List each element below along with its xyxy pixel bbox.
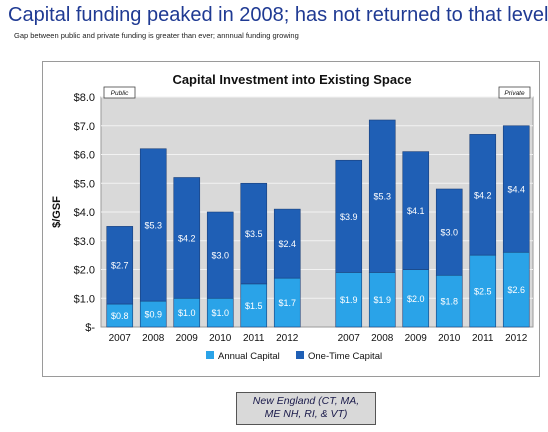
chart-title: Capital Investment into Existing Space [172, 72, 411, 87]
bar-value-label: $5.3 [144, 220, 162, 230]
group-label-box [498, 86, 531, 99]
one-time-capital-bar [206, 211, 234, 299]
y-tick-label: $3.0 [74, 236, 95, 248]
bar-value-label: $3.5 [245, 229, 263, 239]
slide-subtitle: Gap between public and private funding i… [14, 31, 299, 40]
bar-value-label: $3.9 [340, 212, 358, 222]
bar-value-label: $2.5 [474, 287, 492, 297]
bar-value-label: $2.4 [278, 239, 296, 249]
group-label-box [103, 86, 136, 99]
bar-value-label: $4.2 [178, 233, 196, 243]
x-tick-label: 2012 [276, 333, 299, 344]
bar-value-label: $2.6 [507, 285, 525, 295]
capital-investment-chart: Capital Investment into Existing Space $… [51, 72, 534, 362]
one-time-capital-bar [368, 119, 396, 273]
group-label: Private [504, 90, 525, 97]
group-label: Public [111, 90, 129, 97]
legend-label-annual: Annual Capital [218, 351, 280, 362]
bar-value-label: $5.3 [373, 192, 391, 202]
footnote-line-1: New England (CT, MA, [252, 395, 360, 407]
one-time-capital-bar [106, 226, 134, 305]
annual-capital-bar [240, 283, 268, 328]
x-tick-label: 2011 [472, 333, 494, 344]
x-tick-label: 2007 [109, 333, 132, 344]
region-footnote: New England (CT, MA, ME NH, RI, & VT) [236, 392, 376, 425]
y-tick-label: $2.0 [74, 265, 95, 277]
one-time-capital-bar [273, 208, 301, 279]
annual-capital-bar [139, 300, 167, 328]
annual-capital-bar [206, 297, 234, 328]
annual-capital-bar [469, 254, 497, 328]
one-time-capital-bar [240, 182, 268, 285]
bar-value-label: $4.1 [407, 206, 425, 216]
x-tick-label: 2007 [338, 333, 361, 344]
x-tick-label: 2008 [371, 333, 394, 344]
y-tick-label: $4.0 [74, 207, 95, 219]
annual-capital-bar [173, 297, 201, 328]
annual-capital-bar [435, 274, 463, 328]
y-tick-label: $1.0 [74, 293, 95, 305]
y-tick-label: $6.0 [74, 150, 95, 162]
bar-value-label: $3.0 [440, 228, 458, 238]
one-time-capital-bar [435, 188, 463, 276]
bar-value-label: $3.0 [211, 251, 229, 261]
bar-value-label: $1.0 [178, 308, 196, 318]
legend-swatch-one-time [296, 351, 304, 359]
bar-value-label: $1.0 [211, 308, 229, 318]
y-axis-label: $/GSF [51, 196, 63, 228]
one-time-capital-bar [469, 134, 497, 256]
bar-value-label: $1.7 [278, 298, 296, 308]
legend-swatch-annual [206, 351, 214, 359]
bar-value-label: $2.0 [407, 294, 425, 304]
one-time-capital-bar [173, 177, 201, 299]
bar-value-label: $4.4 [507, 185, 525, 195]
x-tick-label: 2008 [142, 333, 165, 344]
annual-capital-bar [273, 277, 301, 328]
one-time-capital-bar [335, 159, 363, 273]
y-tick-label: $8.0 [74, 92, 95, 104]
x-tick-label: 2010 [438, 333, 461, 344]
y-tick-label: $- [85, 322, 95, 334]
one-time-capital-bar [139, 148, 167, 302]
bar-value-label: $4.2 [474, 190, 492, 200]
x-tick-label: 2009 [405, 333, 428, 344]
y-tick-label: $7.0 [74, 121, 95, 133]
x-tick-label: 2009 [176, 333, 199, 344]
one-time-capital-bar [502, 125, 530, 253]
bar-value-label: $1.9 [340, 295, 358, 305]
annual-capital-bar [368, 272, 396, 328]
bar-value-label: $2.7 [111, 261, 129, 271]
bar-value-label: $1.8 [440, 297, 458, 307]
bar-value-label: $1.5 [245, 301, 263, 311]
legend-label-one-time: One-Time Capital [308, 351, 382, 362]
bar-value-label: $0.8 [111, 311, 129, 321]
x-tick-label: 2011 [243, 333, 265, 344]
one-time-capital-bar [402, 151, 430, 270]
chart-frame: Capital Investment into Existing Space $… [42, 61, 540, 377]
footnote-line-2: ME NH, RI, & VT) [264, 408, 348, 420]
bar-value-label: $0.9 [144, 310, 162, 320]
x-tick-label: 2012 [505, 333, 528, 344]
x-tick-label: 2010 [209, 333, 232, 344]
bar-value-label: $1.9 [373, 295, 391, 305]
y-tick-label: $5.0 [74, 178, 95, 190]
slide-title: Capital funding peaked in 2008; has not … [8, 4, 548, 26]
